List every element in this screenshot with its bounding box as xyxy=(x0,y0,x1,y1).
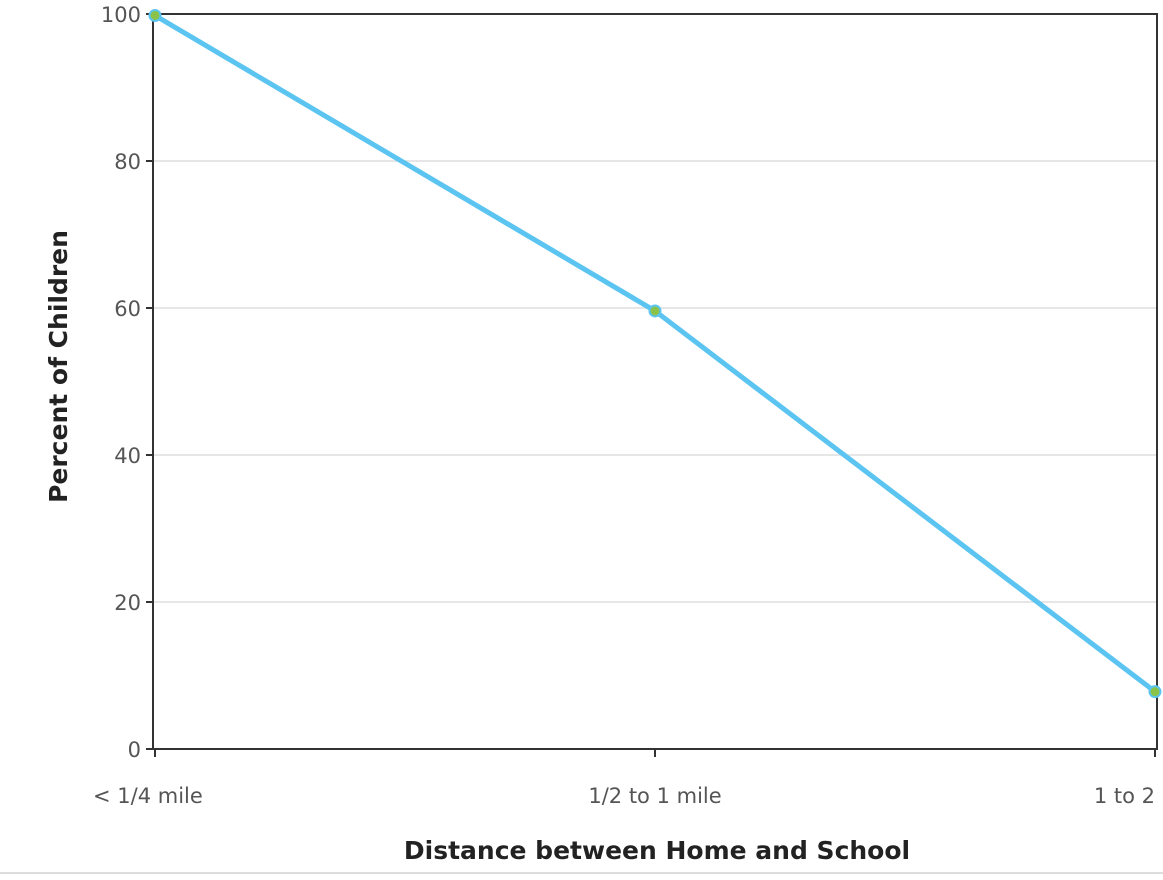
y-tick-label: 20 xyxy=(114,591,141,615)
series-line xyxy=(152,12,1158,695)
x-tick-label: 1 to 2 xyxy=(1094,784,1155,808)
plot-frame xyxy=(152,13,1158,750)
y-tick-label: 80 xyxy=(114,150,141,174)
series-layer xyxy=(148,8,1162,699)
x-tick-label: < 1/4 mile xyxy=(93,784,203,808)
y-axis-title: Percent of Children xyxy=(44,230,73,503)
y-tick-label: 40 xyxy=(114,444,141,468)
x-axis: < 1/4 mile 1/2 to 1 mile 1 to 2 xyxy=(93,749,1156,808)
x-axis-title: Distance between Home and School xyxy=(404,836,910,865)
y-tick-label: 100 xyxy=(101,3,141,27)
data-point xyxy=(148,8,162,22)
gridlines xyxy=(153,160,1157,603)
y-tick-label: 60 xyxy=(114,297,141,321)
data-point xyxy=(1148,685,1162,699)
y-tick-label: 0 xyxy=(128,738,141,762)
x-tick-label: 1/2 to 1 mile xyxy=(588,784,721,808)
data-point xyxy=(648,304,662,318)
y-axis: 0 20 40 60 80 100 xyxy=(101,3,153,762)
